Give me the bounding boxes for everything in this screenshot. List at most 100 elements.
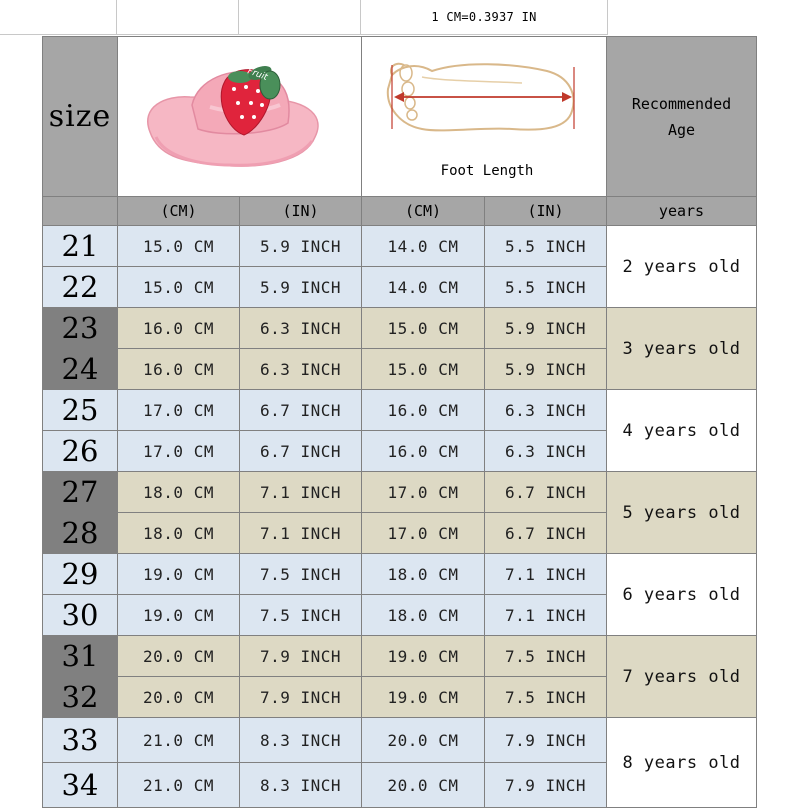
sole-length-in: 7.5 INCH xyxy=(239,553,362,595)
foot-length-in: 5.5 INCH xyxy=(484,225,607,267)
sole-length-cm: 17.0 CM xyxy=(117,389,240,431)
sole-length-cm: 15.0 CM xyxy=(117,225,240,267)
sole-length-cm: 16.0 CM xyxy=(117,307,240,349)
foot-length-cm: 20.0 CM xyxy=(361,717,485,763)
sole-length-in: 7.9 INCH xyxy=(239,676,362,718)
unit-label-foot-in: (IN) xyxy=(484,196,607,226)
foot-length-cm: 16.0 CM xyxy=(361,430,485,472)
foot-length-illustration: Foot Length xyxy=(386,62,575,179)
foot-length-cm: 17.0 CM xyxy=(361,512,485,554)
foot-length-in: 7.5 INCH xyxy=(484,635,607,677)
sole-length-in: 6.3 INCH xyxy=(239,307,362,349)
foot-length-cm: 14.0 CM xyxy=(361,225,485,267)
foot-length-cm: 14.0 CM xyxy=(361,266,485,308)
sole-length-in: 7.5 INCH xyxy=(239,594,362,636)
table-row: 33 21.0 CM 8.3 INCH 20.0 CM 7.9 INCH 8 years … xyxy=(42,717,757,808)
sole-length-cm: 18.0 CM xyxy=(117,471,240,513)
table-row: 24 16.0 CM 6.3 INCH 15.0 CM 5.9 INCH xyxy=(42,348,757,390)
table-row: 28 18.0 CM 7.1 INCH 17.0 CM 6.7 INCH xyxy=(42,512,757,554)
foot-length-cell: Foot Length xyxy=(361,36,607,197)
strawberry-icon: Fruit xyxy=(220,66,280,136)
recommended-age-line: Recommended xyxy=(631,94,732,113)
slipper-image: Fruit xyxy=(146,66,319,167)
unit-label-foot-cm: (CM) xyxy=(361,196,485,226)
size-number: 26 xyxy=(42,430,118,472)
foot-length-cm: 20.0 CM xyxy=(361,762,485,808)
table-row: 27 18.0 CM 7.1 INCH 17.0 CM 6.7 INCH 5 years … xyxy=(42,471,757,554)
sole-length-cm: 19.0 CM xyxy=(117,553,240,595)
recommended-age: 7 years old xyxy=(606,635,757,718)
top-blank-cell xyxy=(361,0,608,35)
size-number: 31 xyxy=(42,635,118,677)
size-number: 25 xyxy=(42,389,118,431)
sole-length-cm: 15.0 CM xyxy=(117,266,240,308)
table-row: 29 19.0 CM 7.5 INCH 18.0 CM 7.1 INCH 6 years … xyxy=(42,553,757,636)
foot-length-cm: 18.0 CM xyxy=(361,594,485,636)
size-number: 34 xyxy=(42,762,118,808)
measurement-arrow-icon xyxy=(394,92,572,102)
foot-length-cm: 17.0 CM xyxy=(361,471,485,513)
sole-length-cm: 19.0 CM xyxy=(117,594,240,636)
recommended-age: 2 years old xyxy=(606,225,757,308)
size-number: 32 xyxy=(42,676,118,718)
foot-length-cm: 18.0 CM xyxy=(361,553,485,595)
sole-length-in: 7.1 INCH xyxy=(239,512,362,554)
recommended-age: 8 years old xyxy=(606,717,757,808)
size-number: 24 xyxy=(42,348,118,390)
foot-length-in: 5.9 INCH xyxy=(484,348,607,390)
size-number: 23 xyxy=(42,307,118,349)
sole-length-in: 7.9 INCH xyxy=(239,635,362,677)
table-row: 22 15.0 CM 5.9 INCH 14.0 CM 5.5 INCH xyxy=(42,266,757,308)
recommended-age-header: Recommended Age xyxy=(606,36,757,197)
foot-length-label: Foot Length xyxy=(441,163,534,179)
unit-label-sole-cm: (CM) xyxy=(117,196,240,226)
size-column-header: size xyxy=(42,36,118,197)
foot-length-cm: 15.0 CM xyxy=(361,348,485,390)
sole-length-in: 6.7 INCH xyxy=(239,430,362,472)
size-chart-body: 21 15.0 CM 5.9 INCH 14.0 CM 5.5 INCH 2 years … xyxy=(42,225,757,808)
recommended-age-line: Age xyxy=(667,120,696,139)
top-blank-cell xyxy=(0,0,117,35)
sole-length-cm: 20.0 CM xyxy=(117,676,240,718)
sole-length-cm: 18.0 CM xyxy=(117,512,240,554)
table-row: 21 15.0 CM 5.9 INCH 14.0 CM 5.5 INCH 2 years … xyxy=(42,225,757,308)
foot-length-in: 5.9 INCH xyxy=(484,307,607,349)
size-number: 33 xyxy=(42,717,118,763)
recommended-age: 6 years old xyxy=(606,553,757,636)
recommended-age: 4 years old xyxy=(606,389,757,472)
sole-length-in: 8.3 INCH xyxy=(239,762,362,808)
size-number: 29 xyxy=(42,553,118,595)
table-row: 25 17.0 CM 6.7 INCH 16.0 CM 6.3 INCH 4 years … xyxy=(42,389,757,472)
size-number: 21 xyxy=(42,225,118,267)
sole-length-cm: 21.0 CM xyxy=(117,762,240,808)
foot-length-in: 6.3 INCH xyxy=(484,389,607,431)
sole-length-cm: 17.0 CM xyxy=(117,430,240,472)
size-number: 30 xyxy=(42,594,118,636)
foot-length-in: 7.1 INCH xyxy=(484,553,607,595)
top-blank-cell xyxy=(117,0,239,35)
foot-length-in: 7.1 INCH xyxy=(484,594,607,636)
table-row: 23 16.0 CM 6.3 INCH 15.0 CM 5.9 INCH 3 years … xyxy=(42,307,757,390)
foot-length-in: 7.5 INCH xyxy=(484,676,607,718)
unit-label-sole-in: (IN) xyxy=(239,196,362,226)
slipper-image-cell: Fruit xyxy=(117,36,362,197)
foot-length-in: 6.7 INCH xyxy=(484,471,607,513)
foot-length-in: 6.7 INCH xyxy=(484,512,607,554)
top-bar: 1 CM=0.3937 IN xyxy=(0,0,800,36)
recommended-age: 5 years old xyxy=(606,471,757,554)
sole-length-cm: 20.0 CM xyxy=(117,635,240,677)
top-blank-cell xyxy=(239,0,361,35)
foot-length-cm: 19.0 CM xyxy=(361,676,485,718)
sole-length-in: 6.7 INCH xyxy=(239,389,362,431)
table-row: 32 20.0 CM 7.9 INCH 19.0 CM 7.5 INCH xyxy=(42,676,757,718)
unit-label-years: years xyxy=(606,196,757,226)
foot-length-in: 7.9 INCH xyxy=(484,762,607,808)
sole-length-in: 5.9 INCH xyxy=(239,225,362,267)
foot-length-in: 6.3 INCH xyxy=(484,430,607,472)
unit-blank-cell xyxy=(42,196,118,226)
foot-length-cm: 16.0 CM xyxy=(361,389,485,431)
size-number: 28 xyxy=(42,512,118,554)
size-number: 22 xyxy=(42,266,118,308)
table-row: 26 17.0 CM 6.7 INCH 16.0 CM 6.3 INCH xyxy=(42,430,757,472)
foot-length-cm: 15.0 CM xyxy=(361,307,485,349)
